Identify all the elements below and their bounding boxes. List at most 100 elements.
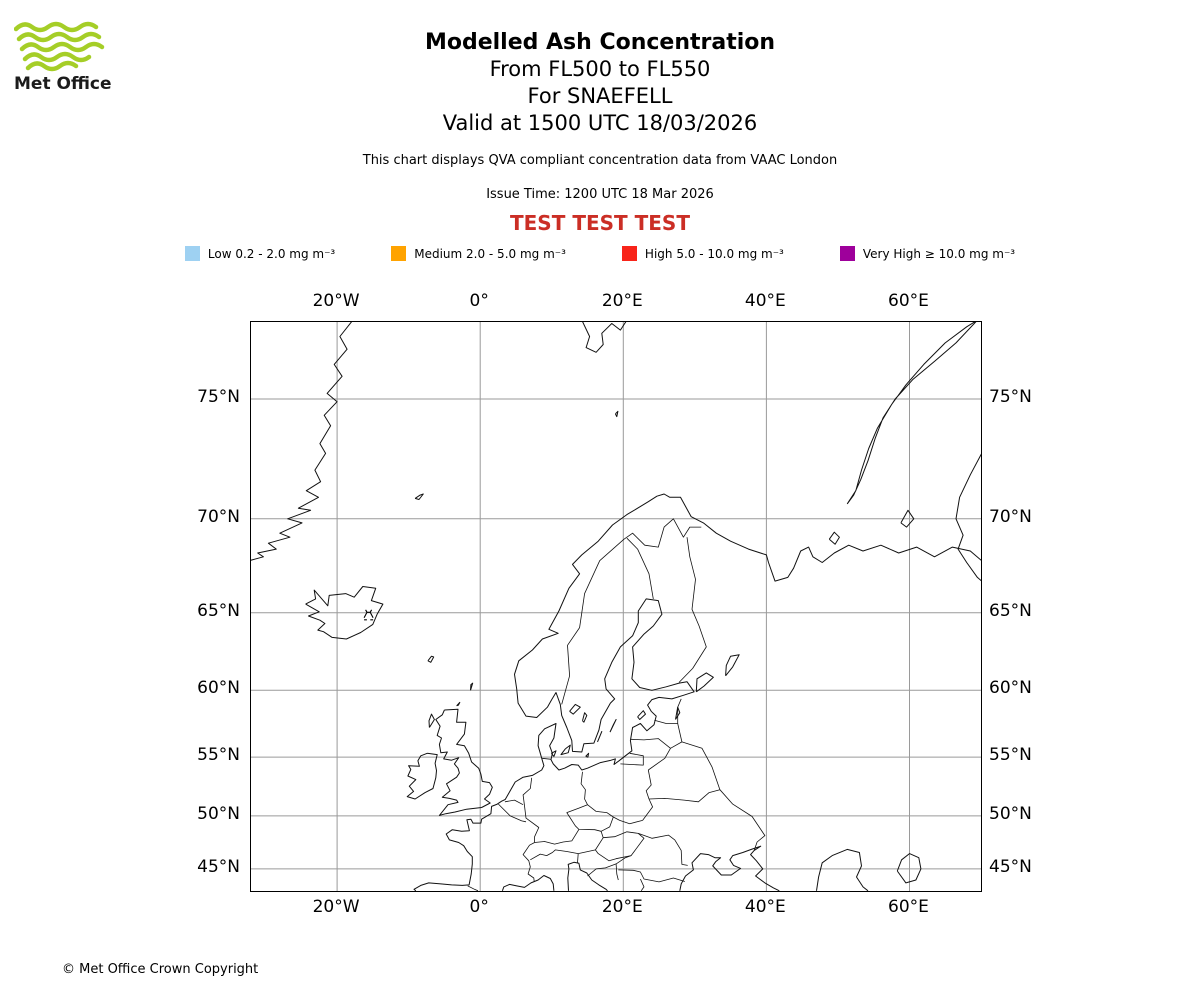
lon-tick-label-bottom: 0° [469, 897, 489, 917]
legend-item-medium: Medium 2.0 - 5.0 mg m⁻³ [391, 246, 566, 261]
coastline [470, 682, 474, 691]
coastline [406, 752, 438, 800]
legend-label-very-high: Very High ≥ 10.0 mg m⁻³ [862, 246, 1016, 261]
country-border [681, 741, 721, 790]
country-border [600, 816, 614, 832]
met-office-logo: Met Office [14, 20, 124, 94]
lat-tick-label-right: 70°N [989, 506, 1032, 527]
country-border [577, 853, 579, 863]
coastline [900, 509, 915, 528]
lon-tick-label-bottom: 40°E [744, 897, 786, 917]
copyright-footer: © Met Office Crown Copyright [62, 962, 259, 977]
country-border [530, 849, 579, 861]
country-border [467, 885, 479, 891]
volcano-marker-icon [363, 609, 374, 621]
met-office-logo-text: Met Office [14, 74, 112, 94]
country-border [640, 878, 645, 891]
lat-tick-label-left: 75°N [197, 386, 240, 407]
coastline [501, 875, 555, 891]
country-border [648, 789, 721, 803]
coastline [679, 845, 780, 891]
coastline [725, 654, 740, 677]
legend-label-high: High 5.0 - 10.0 mg m⁻³ [644, 246, 784, 261]
coastline [695, 672, 714, 693]
lon-tick-label-top: 60°E [888, 291, 929, 311]
coastline [609, 719, 617, 733]
lon-tick-label-top: 0° [469, 291, 489, 311]
coastline [597, 731, 603, 743]
lon-tick-label-top: 20°W [312, 291, 360, 311]
coastline [846, 322, 977, 505]
issue-time: Issue Time: 1200 UTC 18 Mar 2026 [486, 187, 714, 202]
coastline [955, 453, 981, 582]
legend-item-high: High 5.0 - 10.0 mg m⁻³ [621, 246, 784, 261]
country-border [615, 863, 619, 881]
coastline [582, 712, 588, 723]
coastline [435, 708, 493, 816]
country-border [648, 748, 671, 771]
chart-header: Modelled Ash Concentration From FL500 to… [0, 30, 1200, 235]
country-border [678, 537, 707, 683]
country-border [595, 831, 645, 862]
coastline [614, 410, 619, 418]
chart-title: Modelled Ash Concentration [424, 30, 776, 55]
coastline [896, 853, 922, 884]
map-frame [250, 321, 982, 892]
country-border [504, 799, 524, 806]
lat-tick-label-left: 60°N [197, 678, 240, 699]
country-border [620, 752, 644, 766]
coastline [251, 322, 353, 561]
volcano-subtitle: For SNAEFELL [527, 84, 673, 108]
coastline [637, 710, 646, 720]
country-border [719, 789, 766, 851]
country-border [677, 698, 682, 724]
flight-level-subtitle: From FL500 to FL550 [489, 57, 711, 81]
coastline [456, 701, 461, 707]
valid-time-subtitle: Valid at 1500 UTC 18/03/2026 [442, 111, 758, 135]
country-border [534, 829, 580, 845]
lon-tick-label-bottom: 20°E [601, 897, 643, 917]
lat-tick-label-left: 65°N [197, 600, 240, 621]
country-border [522, 777, 540, 843]
coastline [413, 493, 981, 891]
lon-tick-label-top: 40°E [744, 291, 786, 311]
coastline [427, 655, 435, 663]
lat-tick-label-right: 75°N [989, 386, 1032, 407]
coastline [428, 713, 435, 728]
lat-tick-label-right: 45°N [989, 856, 1032, 877]
country-border [618, 869, 685, 883]
legend-swatch-very-high [839, 246, 855, 261]
country-border [522, 842, 535, 882]
country-border [626, 537, 654, 599]
country-border [587, 804, 643, 825]
coastline [582, 322, 627, 353]
coastline [305, 586, 384, 640]
legend-swatch-high [621, 246, 637, 261]
coastline [567, 861, 608, 891]
coastline [551, 750, 557, 757]
lat-tick-label-left: 50°N [197, 803, 240, 824]
lat-tick-label-right: 60°N [989, 678, 1032, 699]
met-office-waves-icon [14, 21, 105, 72]
country-border [578, 831, 604, 854]
lat-tick-label-left: 45°N [197, 856, 240, 877]
coastline [560, 744, 571, 756]
country-border [587, 855, 632, 877]
coastline [569, 703, 581, 715]
country-border [670, 723, 683, 749]
coastline [414, 493, 424, 500]
map-canvas [251, 322, 981, 891]
qva-description: This chart displays QVA compliant concen… [362, 153, 838, 168]
country-border [498, 803, 527, 823]
coastline [828, 531, 840, 545]
country-border [580, 771, 588, 805]
country-border [654, 719, 678, 724]
lat-tick-label-left: 55°N [197, 745, 240, 766]
test-banner: TEST TEST TEST [510, 211, 690, 235]
lon-tick-label-bottom: 60°E [888, 897, 929, 917]
lon-tick-label-top: 20°E [601, 291, 643, 311]
country-border [561, 518, 702, 705]
lat-tick-label-right: 50°N [989, 803, 1032, 824]
legend-label-low: Low 0.2 - 2.0 mg m⁻³ [207, 246, 336, 261]
